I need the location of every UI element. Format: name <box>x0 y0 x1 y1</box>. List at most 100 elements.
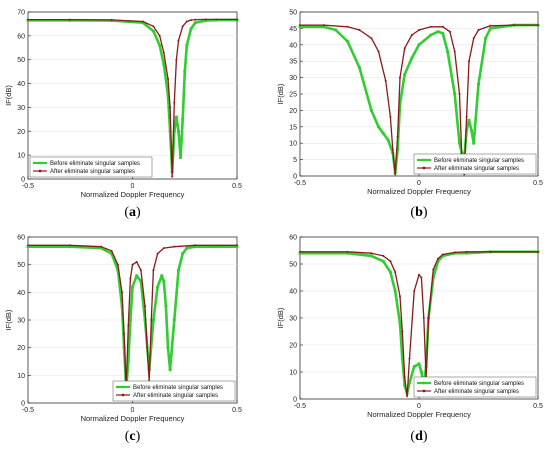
data-point <box>130 285 135 289</box>
data-point <box>465 115 468 118</box>
legend-entry: Before eliminate singular samples <box>434 158 524 164</box>
y-tick-label: 0 <box>293 397 297 404</box>
x-tick-label: 0.5 <box>533 180 543 187</box>
y-tick-label: 35 <box>289 59 297 66</box>
series-line-after <box>300 251 538 397</box>
data-point <box>68 18 71 21</box>
data-point <box>152 269 155 272</box>
y-tick-label: 30 <box>17 105 25 112</box>
legend-box <box>413 153 537 175</box>
panel-label: (b) <box>410 205 427 220</box>
legend-marker <box>422 381 426 385</box>
y-tick-label: 10 <box>289 370 297 377</box>
x-axis-label: Normalized Doppler Frequency <box>81 190 185 199</box>
y-tick-label: 60 <box>17 33 25 40</box>
y-tick-label: 70 <box>17 10 25 17</box>
data-point <box>403 47 406 50</box>
data-point <box>419 370 423 374</box>
data-point <box>398 321 402 325</box>
data-point <box>418 29 420 32</box>
series-line-before <box>28 18 237 174</box>
data-point <box>236 244 238 247</box>
data-point <box>150 319 153 321</box>
data-point <box>489 250 492 253</box>
data-point <box>116 263 119 266</box>
data-point <box>346 250 349 253</box>
data-point <box>162 51 165 54</box>
data-point <box>472 141 476 145</box>
data-point <box>100 245 103 248</box>
legend-marker <box>38 161 42 165</box>
data-point <box>135 274 139 278</box>
data-point <box>173 101 176 104</box>
data-point <box>453 92 457 96</box>
data-point <box>418 273 420 276</box>
data-point <box>141 20 144 23</box>
legend-entry: Before eliminate singular samples <box>133 385 223 391</box>
y-tick-label: 40 <box>289 289 297 296</box>
data-point <box>193 21 197 25</box>
data-point <box>453 50 456 53</box>
data-point <box>178 155 183 160</box>
data-point <box>162 247 165 250</box>
y-tick-label: 30 <box>289 75 297 82</box>
data-point <box>162 279 166 283</box>
y-axis-label: IF(dB) <box>4 85 13 106</box>
legend: Before eliminate singular samples After e… <box>413 153 537 175</box>
y-tick-label: 50 <box>17 262 25 269</box>
data-point <box>422 317 425 319</box>
data-point <box>489 24 492 27</box>
plot-area <box>27 11 238 180</box>
data-point <box>110 249 113 252</box>
data-point <box>131 263 134 266</box>
data-point <box>467 118 471 122</box>
data-point <box>181 25 184 28</box>
panel-label: (d) <box>410 429 427 444</box>
data-point <box>537 250 539 253</box>
data-point <box>156 252 159 255</box>
data-point <box>27 18 29 21</box>
data-point <box>358 29 361 32</box>
legend-box <box>29 156 153 178</box>
series-line-before <box>300 250 538 395</box>
data-point <box>164 304 168 308</box>
data-point <box>488 26 492 30</box>
data-point <box>172 318 176 322</box>
data-point <box>155 285 160 289</box>
y-tick-label: 0 <box>21 401 25 408</box>
legend: Before eliminate singular samples After e… <box>29 156 153 178</box>
data-point <box>476 82 481 86</box>
y-tick-label: 30 <box>17 318 25 325</box>
data-point <box>398 76 401 79</box>
x-tick-label: -0.5 <box>22 407 34 414</box>
data-point <box>298 25 302 29</box>
data-point <box>110 18 113 21</box>
data-point <box>128 318 133 322</box>
data-point <box>123 332 126 335</box>
data-point <box>194 244 197 247</box>
y-tick-label: 20 <box>17 129 25 136</box>
data-point <box>152 25 155 28</box>
data-point <box>403 72 407 76</box>
y-tick-label: 60 <box>17 235 25 242</box>
data-point <box>190 19 193 22</box>
data-point <box>160 274 164 278</box>
data-point <box>334 28 338 32</box>
data-point <box>453 251 456 254</box>
y-axis-label: IF(dB) <box>276 307 285 328</box>
data-point <box>299 250 301 253</box>
y-tick-label: 40 <box>17 81 25 88</box>
y-tick-label: 20 <box>289 343 297 350</box>
panel-label: (a) <box>124 205 141 220</box>
x-tick-label: 0 <box>417 180 421 187</box>
y-tick-label: 40 <box>289 42 297 49</box>
data-point <box>175 58 178 61</box>
data-point <box>381 259 385 263</box>
data-point <box>429 25 432 28</box>
y-tick-label: 60 <box>289 235 297 242</box>
x-tick-label: 0 <box>131 183 135 190</box>
legend-entry: After eliminate singular samples <box>434 389 519 395</box>
x-tick-label: 0 <box>417 403 421 410</box>
data-point <box>469 128 473 132</box>
